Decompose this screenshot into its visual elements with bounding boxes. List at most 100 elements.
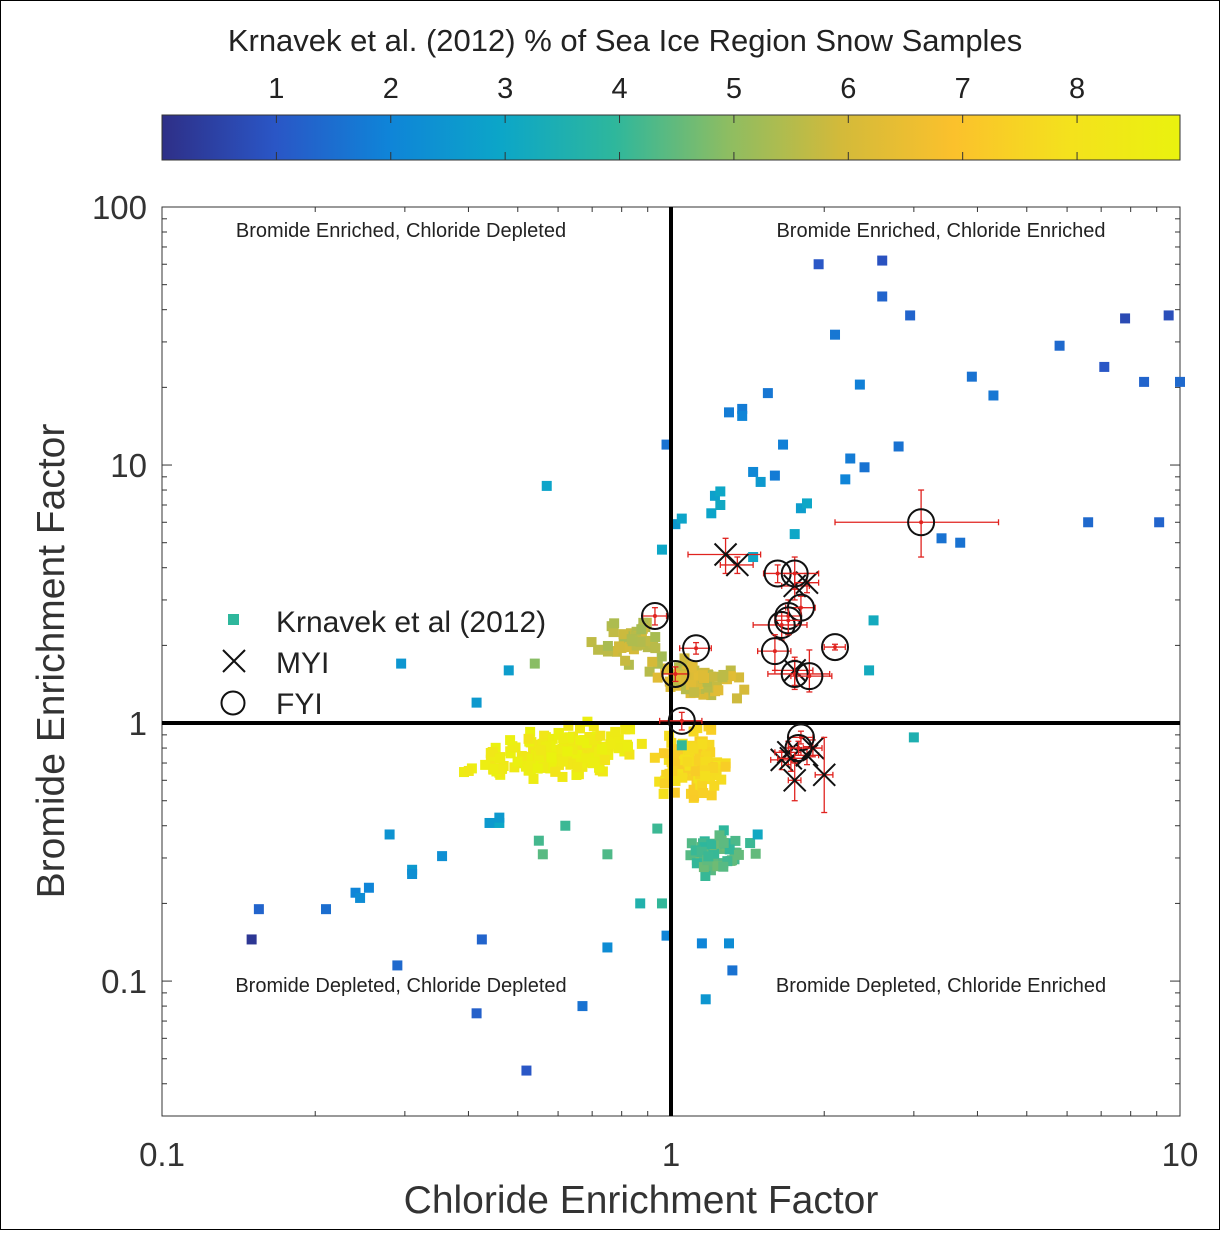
krnavek-point: [535, 745, 546, 756]
krnavek-point: [722, 856, 733, 867]
krnavek-point: [613, 734, 624, 745]
krnavek-point: [688, 743, 699, 754]
error-bar-center: [833, 645, 838, 650]
krnavek-point: [463, 765, 474, 776]
x-tick-label: 0.1: [139, 1136, 185, 1173]
error-bar-center: [772, 649, 777, 654]
krnavek-point: [696, 846, 707, 857]
krnavek-point: [396, 658, 407, 669]
krnavek-point: [691, 858, 702, 869]
krnavek-point: [642, 642, 653, 653]
krnavek-point: [588, 734, 599, 745]
legend-label-fyi: FYI: [276, 688, 323, 721]
colorbar-title: Krnavek et al. (2012) % of Sea Ice Regio…: [228, 23, 1022, 58]
krnavek-point: [703, 682, 714, 693]
colorbar-tick-label: 3: [497, 73, 513, 105]
legend-label-krnavek: Krnavek et al (2012): [276, 606, 546, 639]
krnavek-point: [845, 453, 856, 464]
fyi-point: [682, 634, 711, 663]
error-bar-center: [786, 618, 791, 623]
krnavek-point: [868, 615, 879, 626]
krnavek-point: [586, 637, 597, 648]
krnavek-point: [650, 643, 661, 654]
krnavek-point: [676, 740, 687, 751]
krnavek-point: [737, 410, 748, 421]
krnavek-point: [437, 851, 448, 862]
krnavek-point: [864, 665, 875, 676]
krnavek-point: [686, 838, 697, 849]
colorbar-tick-label: 4: [611, 73, 627, 105]
krnavek-point: [636, 624, 647, 635]
krnavek-point: [715, 499, 726, 510]
krnavek-point: [1139, 376, 1150, 387]
krnavek-point: [698, 862, 709, 873]
colorbar-tick-labels: 1 2 3 4 5 6 7 8: [268, 73, 1085, 105]
fyi-point: [784, 734, 813, 763]
krnavek-point: [594, 762, 605, 773]
fyi-point: [780, 659, 809, 688]
krnavek-point: [739, 684, 750, 695]
krnavek-point: [699, 765, 710, 776]
krnavek-point: [690, 845, 701, 856]
krnavek-point: [700, 751, 711, 762]
krnavek-point: [1120, 313, 1131, 324]
y-tick-label: 10: [110, 447, 147, 484]
krnavek-point: [587, 758, 598, 769]
fyi-point: [795, 662, 824, 691]
krnavek-point: [580, 753, 591, 764]
krnavek-point: [616, 642, 627, 653]
krnavek-point: [718, 669, 729, 680]
myi-point: [782, 768, 807, 793]
fyi-point: [667, 706, 696, 735]
krnavek-point: [830, 329, 841, 340]
error-bar-center: [796, 746, 801, 751]
myi-point: [812, 763, 836, 787]
colorbar-ticks: [275, 115, 1078, 160]
krnavek-point: [693, 755, 704, 766]
krnavek-point: [523, 753, 534, 764]
krnavek-point: [571, 769, 582, 780]
krnavek-point: [654, 776, 665, 787]
krnavek-point: [644, 635, 655, 646]
krnavek-point: [541, 741, 552, 752]
krnavek-point: [697, 670, 708, 681]
krnavek-point: [533, 835, 544, 846]
krnavek-point: [668, 677, 679, 688]
krnavek-point: [801, 498, 812, 509]
krnavek-point: [246, 934, 257, 945]
krnavek-point: [512, 756, 523, 767]
krnavek-point: [936, 533, 947, 544]
krnavek-point: [708, 763, 719, 774]
krnavek-point: [253, 904, 264, 915]
y-tick-label: 100: [92, 189, 147, 226]
error-bar-center: [792, 571, 797, 576]
quadrant-label-bottom-right: Bromide Depleted, Chloride Enriched: [776, 975, 1106, 997]
krnavek-point: [661, 930, 672, 941]
krnavek-point: [588, 721, 599, 732]
krnavek-point: [649, 752, 660, 763]
krnavek-point: [487, 746, 498, 757]
krnavek-point: [685, 850, 696, 861]
krnavek-point: [727, 965, 738, 976]
quadrant-label-top-left: Bromide Enriched, Chloride Depleted: [236, 220, 566, 242]
fyi-points: [640, 489, 1000, 763]
krnavek-point: [674, 662, 685, 673]
krnavek-point: [557, 771, 568, 782]
krnavek-point: [547, 733, 558, 744]
krnavek-point: [789, 529, 800, 540]
krnavek-point: [669, 787, 680, 798]
error-bar-center: [775, 571, 780, 576]
krnavek-point: [1083, 517, 1094, 528]
krnavek-point: [685, 679, 696, 690]
krnavek-point: [712, 861, 723, 872]
krnavek-point: [877, 255, 888, 266]
krnavek-point: [602, 646, 613, 657]
krnavek-point: [705, 774, 716, 785]
krnavek-point: [679, 653, 690, 664]
krnavek-point: [652, 672, 663, 683]
krnavek-point: [1054, 340, 1065, 351]
error-bar-center: [779, 622, 784, 627]
krnavek-point: [706, 839, 717, 850]
krnavek-point: [854, 379, 865, 390]
